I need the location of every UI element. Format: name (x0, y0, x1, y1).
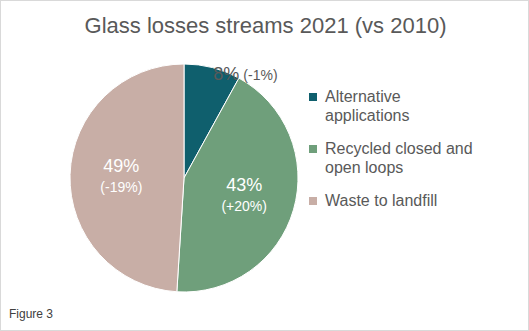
svg-text:49%(-19%): 49%(-19%) (100, 156, 142, 195)
svg-text:8%(-1%): 8%(-1%) (213, 64, 277, 84)
html-text:Recycled closed and open loops: Recycled closed and open loops (325, 140, 473, 176)
html-text:Waste to landfill: Waste to landfill (325, 192, 438, 209)
html-text:Glass losses streams 2021 (vs: Glass losses streams 2021 (vs 2010) (84, 13, 447, 38)
html-text:Figure 3: Figure 3 (9, 307, 53, 321)
html-text:Alternative applications: Alternative applications (325, 88, 410, 124)
svg-text:43%(+20%): 43%(+20%) (221, 175, 267, 214)
